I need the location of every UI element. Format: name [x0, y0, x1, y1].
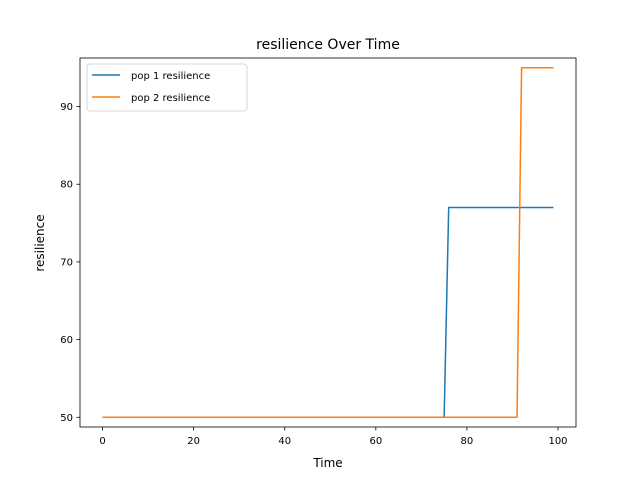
y-axis-ticks: 50 60 70 80 90 — [60, 102, 80, 424]
legend-label-pop-1: pop 1 resilience — [131, 71, 210, 82]
x-tick-label: 60 — [369, 436, 382, 447]
y-tick-label: 60 — [60, 335, 73, 346]
x-axis-label: Time — [312, 456, 342, 470]
x-tick-label: 100 — [548, 436, 567, 447]
x-tick-label: 20 — [187, 436, 200, 447]
series-line-pop-2 — [102, 66, 554, 419]
y-tick-label: 50 — [60, 413, 73, 424]
y-tick-label: 90 — [60, 102, 73, 113]
plot-frame — [79, 57, 577, 428]
legend-label-pop-2: pop 2 resilience — [131, 93, 210, 104]
y-tick-label: 80 — [60, 180, 73, 191]
x-axis-ticks: 0 20 40 60 80 100 — [99, 427, 568, 447]
series-layer — [102, 66, 554, 419]
plot-area — [80, 58, 576, 427]
x-tick-label: 80 — [461, 436, 474, 447]
x-tick-label: 0 — [99, 436, 105, 447]
chart-title: resilience Over Time — [256, 37, 400, 53]
y-tick-label: 70 — [60, 257, 73, 268]
legend: pop 1 resilience pop 2 resilience — [86, 63, 248, 112]
legend-box — [86, 63, 248, 112]
y-axis-label: resilience — [33, 214, 47, 271]
x-tick-label: 40 — [278, 436, 291, 447]
